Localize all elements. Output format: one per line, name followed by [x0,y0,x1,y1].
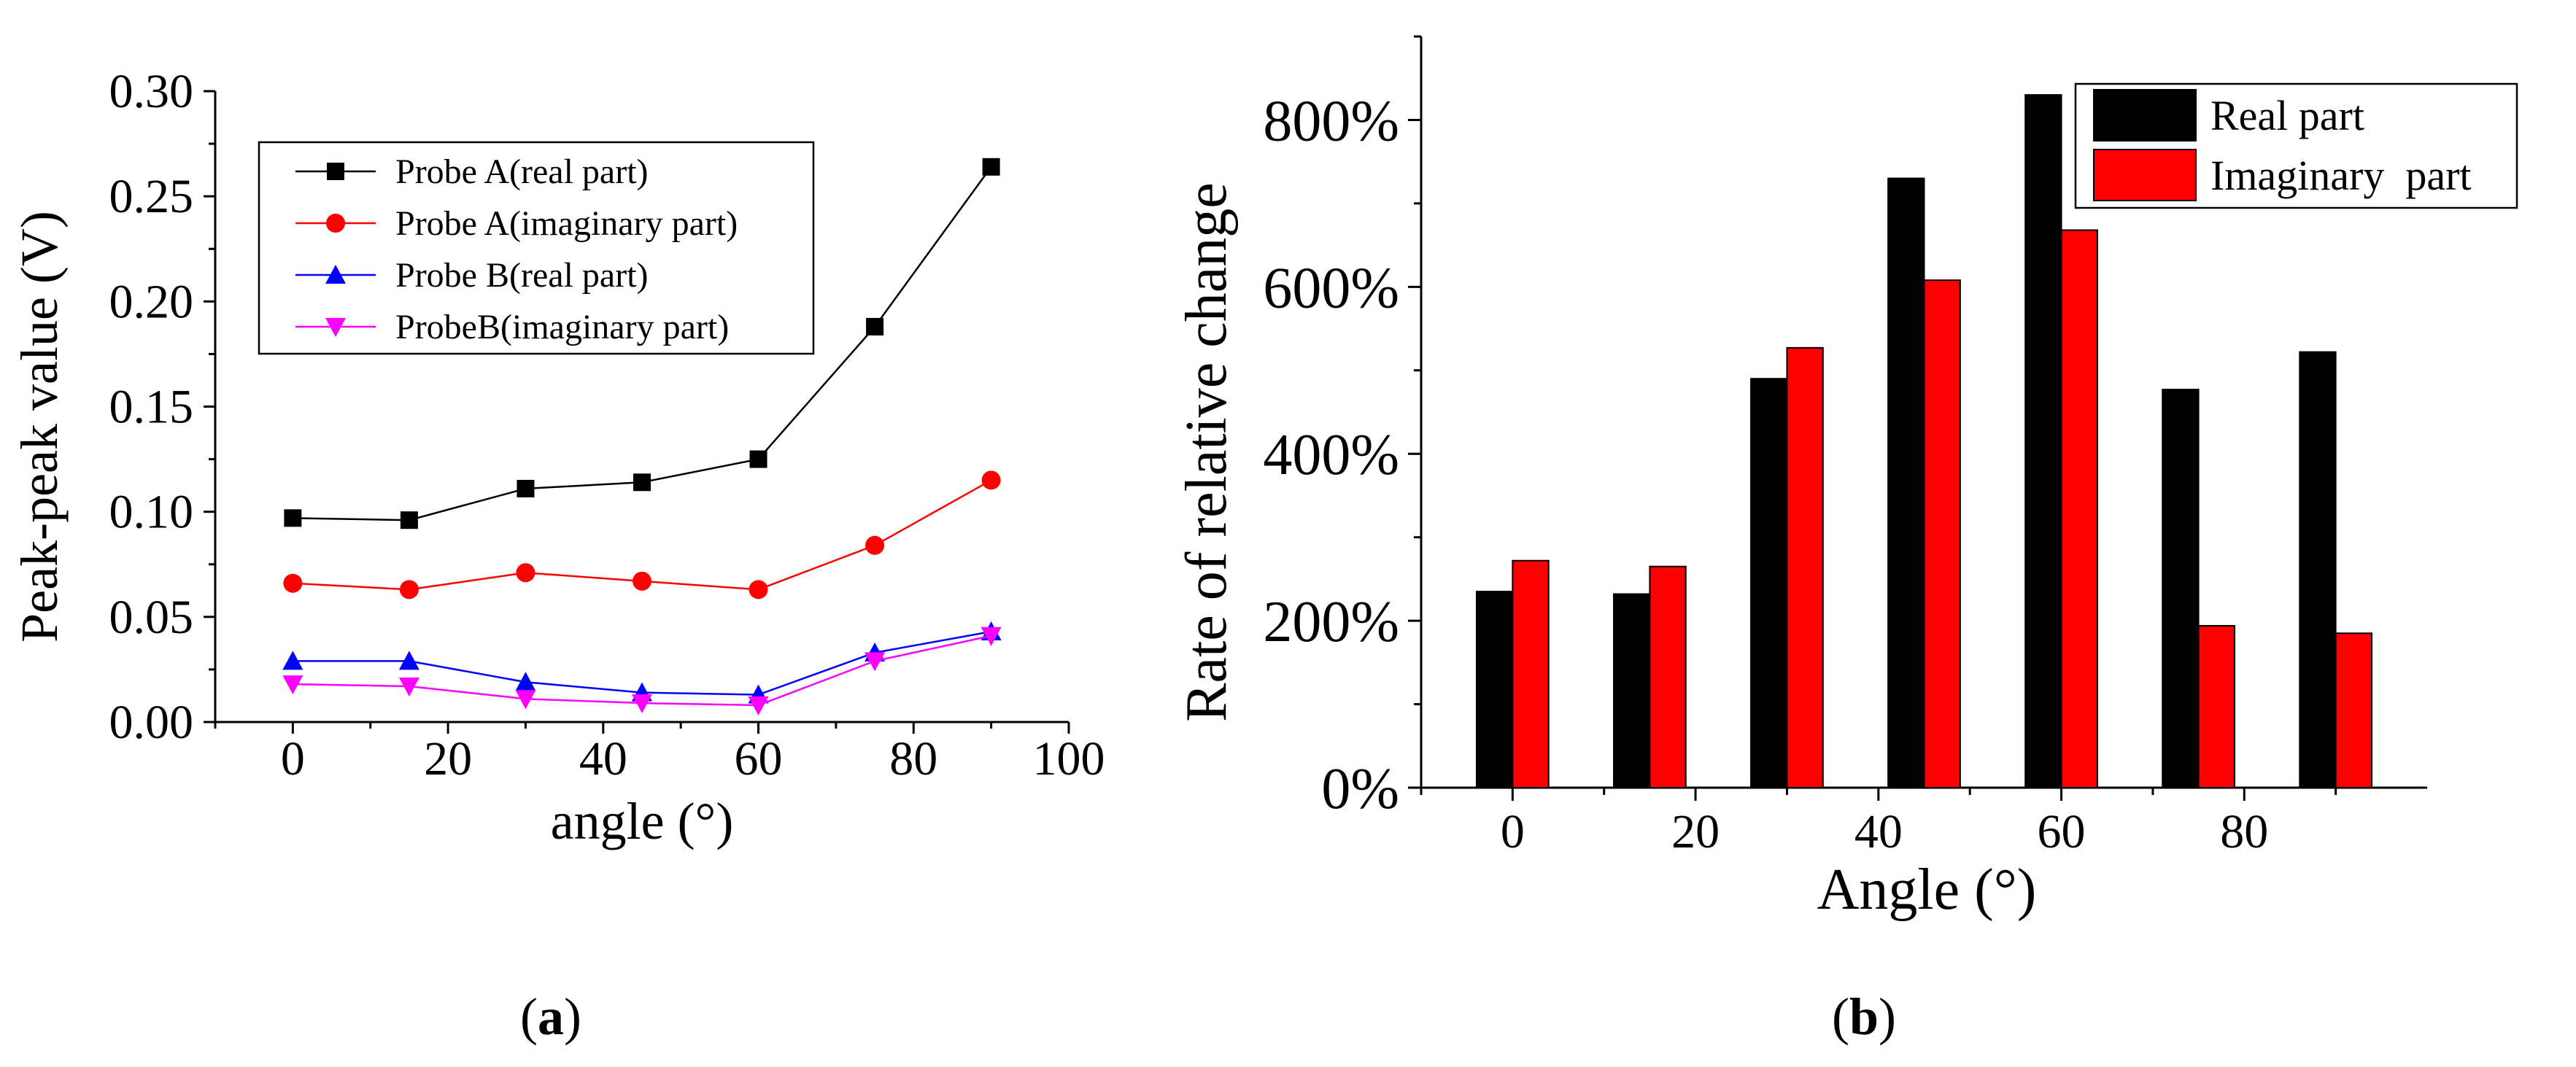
chart-b-x-tick-label: 40 [1854,805,1903,858]
panel-label-b: (b) [1832,988,1896,1046]
chart-b-bar-imaginary [2060,229,2098,788]
chart-b-y-axis-title: Rate of relative change [1175,182,1239,722]
chart-a-data-point [515,672,536,691]
panel-label-a-open: ( [520,988,538,1046]
chart-a-data-point [749,450,767,468]
chart-a-legend-marker [325,318,346,337]
chart-b-x-tick-label: 80 [2220,805,2268,858]
chart-b-bar-real [2162,389,2200,788]
chart-a-y-tick-label: 0.15 [109,381,194,434]
chart-b-x-tick-label: 60 [2038,805,2086,858]
chart-b-bar-imaginary [1923,279,1961,788]
chart-b-legend-label: Imaginary part [2211,152,2472,199]
chart-b-bar-imaginary [1649,565,1687,788]
chart-a-data-point [282,675,303,695]
chart-b: 0% 200% 400% 600% 800% 0 20 40 60 80 Real part Ima… [1175,35,2518,922]
chart-a-legend-label: ProbeB(imaginary part) [395,308,729,346]
chart-a-data-point [517,479,535,497]
chart-a-data-point [284,509,302,527]
chart-a-series-group [282,158,1002,715]
chart-b-legend-swatch [2093,149,2197,201]
chart-b-y-tick-label: 0% [1321,757,1399,821]
chart-b-legend: Real part Imaginary part [2074,82,2518,209]
chart-a-y-tick-label: 0.10 [109,486,194,539]
chart-b-legend-label: Real part [2211,92,2364,139]
chart-b-y-tick-label: 400% [1263,423,1399,487]
panel-label-a: (a) [520,988,581,1046]
chart-b-x-tick-label: 20 [1671,805,1720,858]
chart-b-x-tick-label: 0 [1501,805,1525,858]
chart-b-bar-imaginary [2197,624,2235,788]
chart-b-axes: 0% 200% 400% 600% 800% 0 20 40 60 80 [1263,35,2427,858]
chart-a-series-2 [283,470,1001,600]
chart-a-data-point [748,696,769,715]
chart-a-data-point [865,652,886,672]
chart-a-data-point [398,677,419,697]
chart-a-legend-label: Probe B(real part) [395,256,649,295]
panel-label-b-open: ( [1832,988,1849,1046]
chart-a-y-tick-label: 0.00 [109,696,194,749]
chart-a-data-point [866,317,884,335]
chart-a-data-point [283,573,303,593]
chart-a-data-point [865,535,885,555]
chart-a-data-point [982,158,1000,176]
chart-a-x-tick-label: 60 [735,732,783,785]
chart-a-legend: Probe A(real part) Probe A(imaginary part… [258,141,815,355]
chart-b-legend-swatch [2093,89,2197,141]
chart-a-x-tick-label: 100 [1033,732,1105,785]
chart-a-legend-marker [325,265,346,284]
chart-b-bars-group [1476,94,2372,789]
chart-b-bar-real [1750,378,1788,788]
chart-a-data-point [399,580,419,600]
chart-a-legend-label: Probe A(imaginary part) [395,204,738,243]
panel-label-b-close: ) [1879,988,1896,1046]
chart-a-data-point [400,511,418,529]
panel-label-a-letter: a [538,988,564,1046]
chart-a-y-tick-label: 0.05 [109,591,194,644]
chart-a-data-point [749,580,768,600]
chart-a: 0.00 0.05 0.10 0.15 0.20 0.25 0.30 0 20 40 60 80 100… [10,65,1105,850]
chart-a-x-tick-label: 20 [424,732,472,785]
chart-a-series-3 [282,621,1002,704]
chart-a-y-tick-label: 0.25 [109,170,194,223]
chart-a-axes: 0.00 0.05 0.10 0.15 0.20 0.25 0.30 0 20 40 60 80 100 [109,65,1105,785]
chart-a-x-tick-label: 40 [579,732,627,785]
chart-a-legend-label: Probe A(real part) [395,152,649,191]
chart-b-y-tick-label: 600% [1263,256,1399,320]
chart-a-legend-box [258,141,815,355]
chart-a-data-point [398,651,419,670]
chart-a-data-point [980,626,1002,646]
chart-a-data-point [515,690,536,710]
panel-label-b-letter: b [1849,988,1879,1046]
chart-b-bar-real [1476,591,1514,788]
chart-a-data-point [633,473,651,492]
chart-a-legend-marker [327,163,344,180]
chart-b-y-tick-label: 200% [1263,590,1399,654]
chart-a-y-axis-title: Peak-peak value (V) [10,211,69,643]
chart-b-bar-imaginary [1786,346,1824,788]
chart-b-bar-real [1613,593,1651,788]
chart-a-y-tick-label: 0.30 [109,65,194,118]
chart-b-bar-real [2024,94,2062,789]
chart-a-x-tick-label: 80 [889,732,937,785]
chart-b-bar-real [2299,351,2337,789]
chart-a-legend-marker [326,214,345,233]
chart-a-series-1 [284,158,1000,529]
panel-label-a-close: ) [564,988,581,1046]
chart-a-data-point [282,651,303,670]
chart-a-data-point [632,694,652,714]
chart-a-x-axis-title: angle (°) [551,792,734,850]
chart-b-bar-imaginary [1512,559,1550,788]
chart-a-data-point [633,571,651,591]
chart-a-y-tick-label: 0.20 [109,275,194,328]
chart-b-y-tick-label: 800% [1263,89,1399,153]
chart-a-data-point [981,470,1001,490]
chart-b-bar-real [1887,177,1925,789]
chart-a-data-point [516,563,535,583]
chart-b-x-axis-title: Angle (°) [1817,858,2037,922]
chart-a-series-4 [282,626,1002,715]
chart-b-bar-imaginary [2335,632,2372,788]
chart-a-x-tick-label: 0 [281,732,305,785]
